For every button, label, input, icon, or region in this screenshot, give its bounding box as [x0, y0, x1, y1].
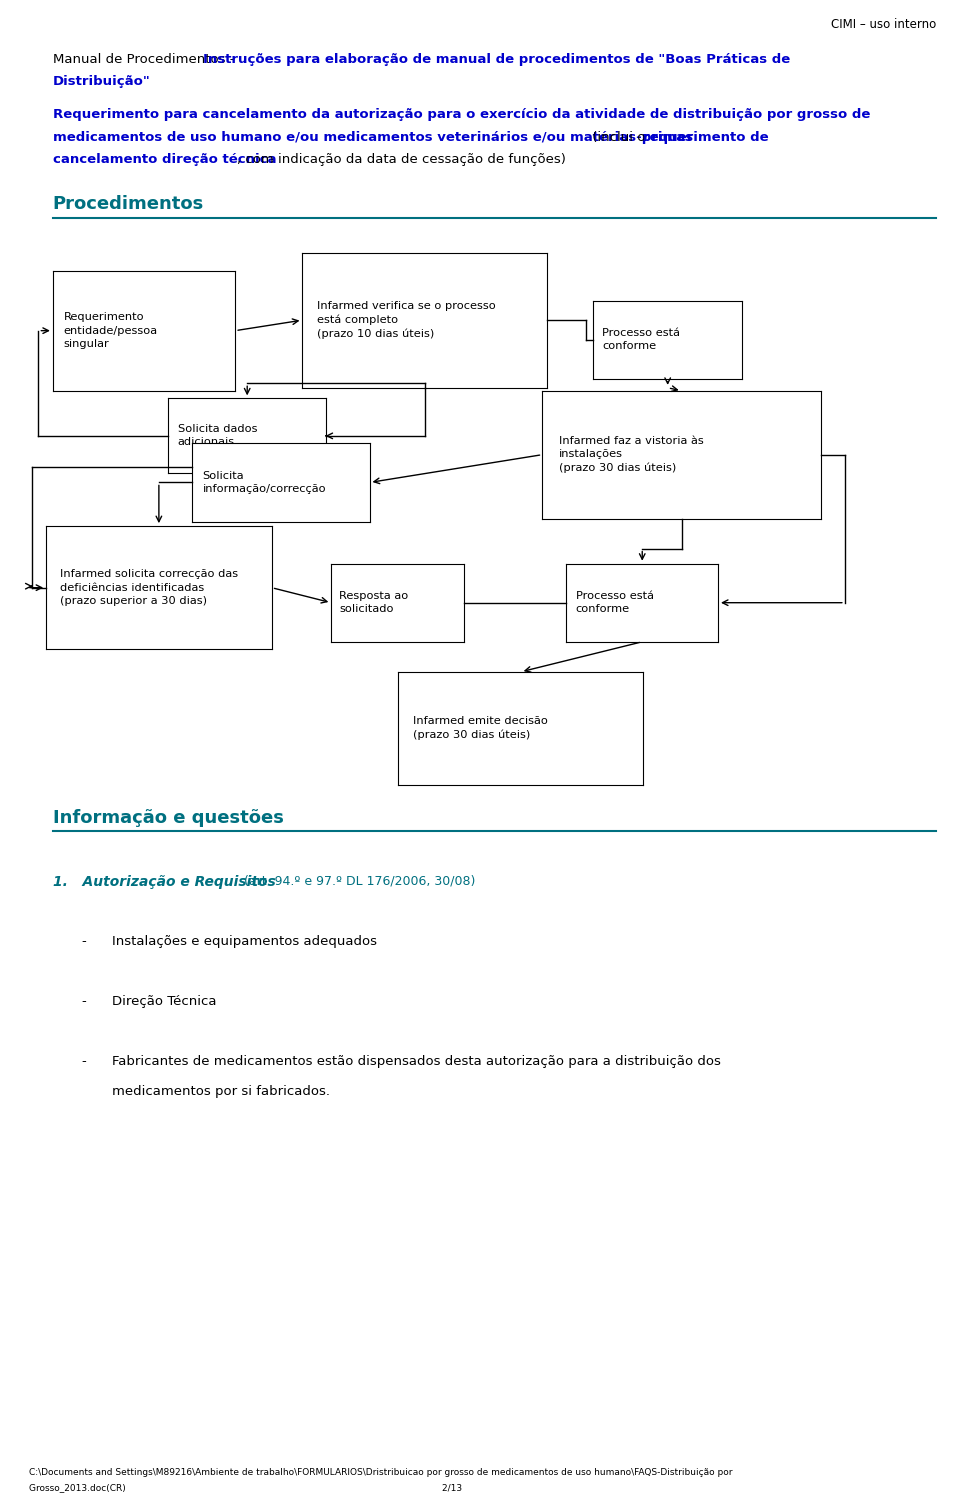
- Text: Instruções para elaboração de manual de procedimentos de "Boas Práticas de: Instruções para elaboração de manual de …: [203, 53, 790, 66]
- Text: Processo está
conforme: Processo está conforme: [575, 591, 654, 615]
- Text: Procedimentos: Procedimentos: [53, 195, 204, 213]
- Text: (art. 94.º e 97.º DL 176/2006, 30/08): (art. 94.º e 97.º DL 176/2006, 30/08): [240, 875, 475, 888]
- Text: (inclui o: (inclui o: [588, 131, 650, 144]
- Text: Infarmed emite decisão
(prazo 30 dias úteis): Infarmed emite decisão (prazo 30 dias út…: [413, 717, 548, 739]
- Text: C:\Documents and Settings\M89216\Ambiente de trabalho\FORMULARIOS\Dristribuicao : C:\Documents and Settings\M89216\Ambient…: [29, 1468, 732, 1477]
- Text: Infarmed solicita correcção das
deficiências identificadas
(prazo superior a 30 : Infarmed solicita correcção das deficiên…: [60, 570, 238, 606]
- Text: 1.   Autorização e Requisitos: 1. Autorização e Requisitos: [53, 875, 276, 888]
- Text: -: -: [82, 1055, 86, 1069]
- Text: Grosso_2013.doc(CR)                                                             : Grosso_2013.doc(CR): [29, 1483, 462, 1492]
- Text: cancelamento direção técnica: cancelamento direção técnica: [53, 153, 276, 167]
- Text: Instalações e equipamentos adequados: Instalações e equipamentos adequados: [112, 935, 377, 948]
- Text: Processo está
conforme: Processo está conforme: [602, 328, 681, 352]
- Text: Infarmed faz a vistoria às
instalações
(prazo 30 dias úteis): Infarmed faz a vistoria às instalações (…: [559, 436, 704, 473]
- Text: Resposta ao
solicitado: Resposta ao solicitado: [339, 591, 408, 615]
- Text: Fabricantes de medicamentos estão dispensados desta autorização para a distribui: Fabricantes de medicamentos estão dispen…: [112, 1055, 721, 1069]
- Text: requerimento de: requerimento de: [643, 131, 769, 144]
- Text: Solicita dados
adicionais: Solicita dados adicionais: [178, 424, 257, 448]
- Text: Manual de Procedimentos -: Manual de Procedimentos -: [53, 53, 238, 66]
- Text: , com indicação da data de cessação de funções): , com indicação da data de cessação de f…: [237, 153, 566, 167]
- Text: -: -: [82, 935, 86, 948]
- Text: medicamentos por si fabricados.: medicamentos por si fabricados.: [112, 1085, 330, 1099]
- Text: -: -: [82, 995, 86, 1009]
- Text: Solicita
informação/correcção: Solicita informação/correcção: [203, 470, 326, 494]
- Text: Distribuição": Distribuição": [53, 75, 151, 89]
- Text: Requerimento para cancelamento da autorização para o exercício da atividade de d: Requerimento para cancelamento da autori…: [53, 108, 870, 122]
- Text: Informação e questões: Informação e questões: [53, 809, 283, 827]
- Text: Infarmed verifica se o processo
está completo
(prazo 10 dias úteis): Infarmed verifica se o processo está com…: [317, 301, 495, 340]
- Text: medicamentos de uso humano e/ou medicamentos veterinários e/ou matérias-primas: medicamentos de uso humano e/ou medicame…: [53, 131, 693, 144]
- Text: CIMI – uso interno: CIMI – uso interno: [830, 18, 936, 32]
- Text: Requerimento
entidade/pessoa
singular: Requerimento entidade/pessoa singular: [63, 313, 157, 349]
- Text: Direção Técnica: Direção Técnica: [112, 995, 217, 1009]
